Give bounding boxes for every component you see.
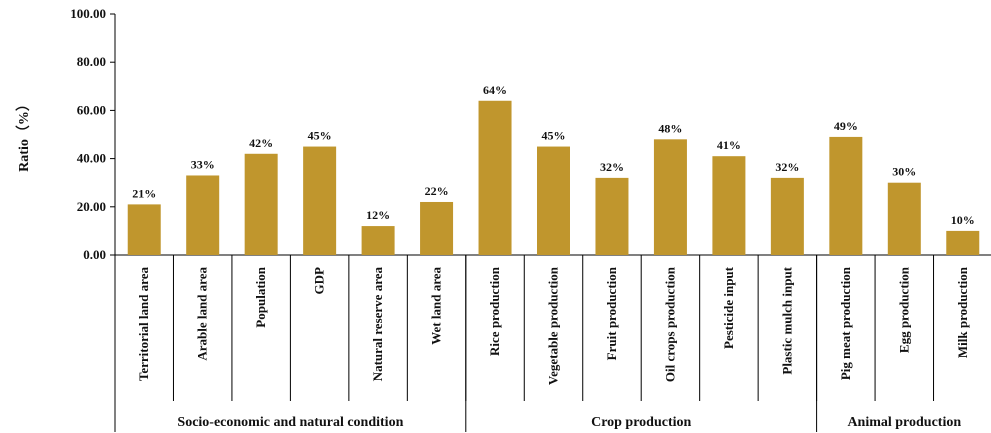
x-tick-label: Milk production: [955, 266, 970, 358]
bar: [946, 230, 980, 255]
bar: [829, 136, 863, 255]
y-tick-label: 80.00: [77, 54, 106, 69]
data-label: 45%: [542, 129, 566, 143]
bar: [537, 146, 570, 255]
y-axis-title: Ratio（%）: [16, 97, 32, 172]
x-tick-label: Pig meat production: [838, 266, 853, 380]
plot-area: 0.00 20.00 40.00 60.00 80.00 100.00 21% Territo…: [70, 6, 991, 432]
data-label: 42%: [249, 136, 273, 150]
group-label: Socio-economic and natural condition: [177, 415, 403, 430]
bar: [127, 204, 161, 255]
data-label: 48%: [658, 121, 682, 135]
data-label: 49%: [834, 119, 858, 133]
bar: [770, 177, 804, 255]
y-tick-label: 100.00: [70, 6, 106, 21]
data-label: 45%: [308, 129, 332, 143]
x-tick-label: Fruit production: [604, 266, 619, 360]
bar: [244, 153, 278, 255]
data-label: 30%: [892, 165, 916, 179]
data-label: 64%: [483, 83, 507, 97]
data-label: 32%: [600, 160, 624, 174]
data-label: 32%: [775, 160, 799, 174]
x-tick-label: GDP: [312, 267, 327, 295]
bar: [186, 175, 220, 255]
x-tick-label: Oil crops production: [662, 266, 677, 382]
x-tick-label: Arable land area: [195, 267, 210, 361]
x-tick-label: Population: [253, 266, 268, 327]
x-tick-label: Vegetable production: [546, 266, 561, 385]
bar: [887, 182, 921, 255]
x-tick-label: Wet land area: [429, 267, 444, 345]
data-label: 22%: [425, 184, 449, 198]
y-tick-label: 20.00: [77, 199, 106, 214]
y-tick-label: 0.00: [83, 247, 106, 262]
data-label: 41%: [717, 138, 741, 152]
bar: [361, 226, 395, 255]
x-tick-label: Pesticide input: [721, 266, 736, 349]
group-label: Animal production: [847, 415, 961, 430]
x-tick-label: Natural reserve area: [370, 267, 385, 382]
y-tick-label: 60.00: [77, 102, 106, 117]
bar: [420, 201, 454, 255]
x-tick-label: Territorial land area: [136, 267, 151, 382]
x-tick-label: Rice production: [487, 266, 502, 356]
bar: [303, 146, 337, 255]
bar: [595, 177, 629, 255]
data-label: 21%: [132, 186, 156, 200]
bar: [653, 139, 687, 255]
y-tick-label: 40.00: [77, 151, 106, 166]
x-tick-label: Plastic mulch input: [779, 266, 794, 374]
data-label: 10%: [951, 213, 975, 227]
x-tick-label: Egg production: [896, 266, 911, 353]
data-label: 12%: [366, 208, 390, 222]
bar: [712, 156, 746, 255]
data-label: 33%: [191, 157, 215, 171]
group-label: Crop production: [591, 415, 691, 430]
bar: [478, 100, 512, 255]
